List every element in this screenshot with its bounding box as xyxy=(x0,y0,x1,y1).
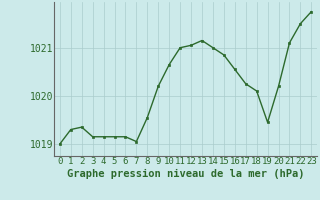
X-axis label: Graphe pression niveau de la mer (hPa): Graphe pression niveau de la mer (hPa) xyxy=(67,169,304,179)
